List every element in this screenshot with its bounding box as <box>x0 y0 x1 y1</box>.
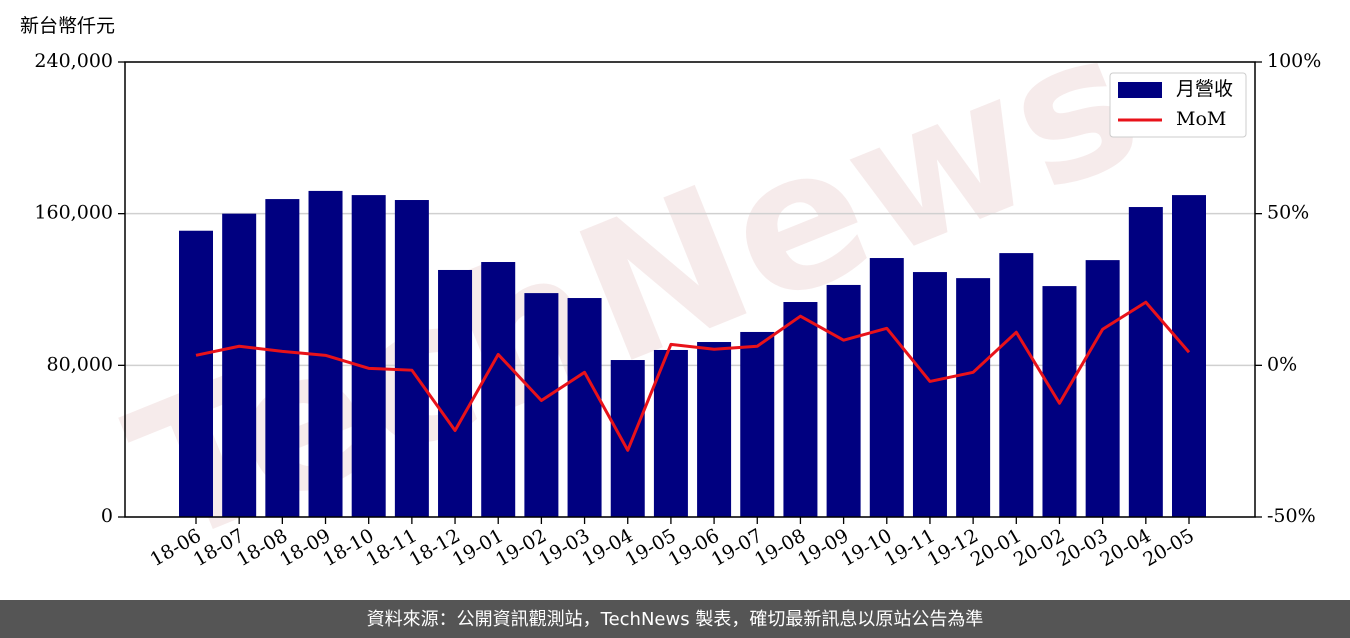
y-tick-label: 240,000 <box>34 50 113 72</box>
bar <box>653 349 688 517</box>
bar <box>265 199 300 517</box>
bar <box>394 200 429 517</box>
bar <box>1172 195 1206 517</box>
y2-tick-label: 50% <box>1267 202 1309 224</box>
bar <box>956 278 991 517</box>
legend-swatch <box>1118 82 1162 98</box>
bar <box>179 230 213 517</box>
y-axis-label: 新台幣仟元 <box>20 15 115 37</box>
bar <box>912 272 947 517</box>
bar <box>567 298 602 517</box>
bar <box>524 293 559 517</box>
bar <box>610 360 645 517</box>
bar <box>783 302 818 517</box>
y-tick-label: 80,000 <box>47 353 113 375</box>
bar <box>351 195 386 517</box>
y2-tick-label: -50% <box>1267 505 1316 527</box>
bar <box>438 269 473 517</box>
bar <box>826 284 861 517</box>
y2-tick-label: 100% <box>1267 50 1321 72</box>
legend-label: 月營收 <box>1176 78 1233 100</box>
bar <box>740 331 775 517</box>
bar <box>1128 207 1163 517</box>
bar <box>481 262 516 517</box>
legend-label: MoM <box>1176 108 1226 130</box>
bar <box>222 213 257 517</box>
plot-frame <box>124 61 1256 518</box>
bar <box>697 342 732 517</box>
x-tick-label: 20-05 <box>1140 525 1198 571</box>
bar <box>1085 260 1120 517</box>
y2-tick-label: 0% <box>1267 353 1297 375</box>
line <box>195 300 1191 452</box>
y-tick-label: 0 <box>101 505 113 527</box>
footer: 資料來源：公開資訊觀測站，TechNews 製表，確切最新訊息以原站公告為準 <box>367 609 984 630</box>
bar <box>869 258 904 517</box>
bar <box>999 253 1034 517</box>
footer-band <box>0 600 1350 638</box>
y-tick-label: 160,000 <box>34 202 113 224</box>
